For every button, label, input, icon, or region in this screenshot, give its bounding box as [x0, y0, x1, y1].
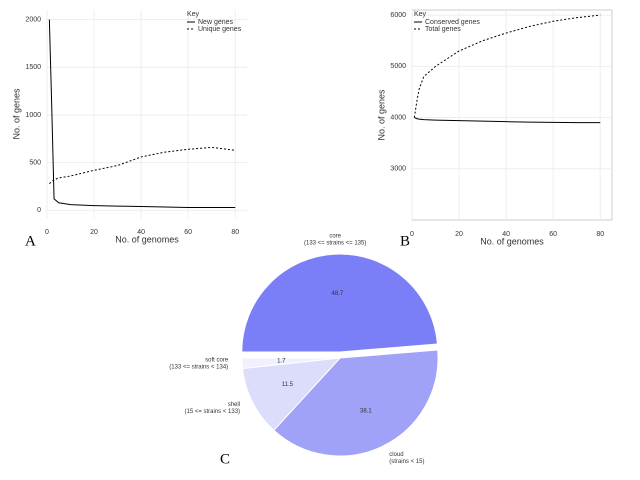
x-tick-label: 80 [231, 229, 239, 236]
slice-label: soft core [205, 358, 229, 364]
y-tick-label: 6000 [390, 12, 406, 19]
plot-frame [411, 9, 613, 221]
y-tick-label: 5000 [390, 63, 406, 70]
y-tick-label: 1500 [25, 64, 41, 71]
slice-label: shell [228, 402, 240, 408]
legend-title: Key [414, 11, 427, 18]
x-axis-label: No. of genomes [115, 234, 179, 244]
x-tick-label: 20 [455, 231, 463, 238]
series-line [414, 117, 601, 124]
x-tick-label: 60 [184, 229, 192, 236]
slice-criteria: (133 <= strains <= 135) [304, 241, 366, 247]
panel-label: B [400, 233, 410, 249]
y-tick-label: 4000 [390, 114, 406, 121]
x-tick-label: 40 [502, 231, 510, 238]
slice-value: 11.5 [282, 382, 294, 388]
slice-label: cloud [389, 452, 403, 458]
y-axis-label: No. of genes [11, 88, 21, 140]
series-line [49, 146, 236, 185]
series-line [413, 14, 601, 118]
x-tick-label: 0 [45, 229, 49, 236]
slice-criteria: (strains < 15) [389, 459, 424, 465]
pie-slice [273, 349, 439, 457]
x-tick-label: 60 [549, 231, 557, 238]
series-line [48, 19, 236, 209]
y-tick-label: 3000 [390, 166, 406, 173]
slice-value: 38.1 [360, 408, 372, 414]
y-tick-label: 0 [37, 207, 41, 214]
panel-label: A [25, 233, 36, 249]
x-axis-label: No. of genomes [480, 236, 544, 246]
pie-slice [241, 357, 341, 369]
legend-label: Conserved genes [425, 19, 480, 26]
legend-label: New genes [198, 19, 234, 26]
pie-slice [241, 253, 438, 353]
legend-label: Total genes [425, 26, 461, 33]
y-tick-label: 2000 [25, 16, 41, 23]
y-axis-label: No. of genes [376, 89, 386, 141]
slice-value: 48.7 [332, 291, 344, 297]
panel-label: C [220, 451, 230, 467]
x-tick-label: 20 [90, 229, 98, 236]
x-tick-label: 0 [410, 231, 414, 238]
y-tick-label: 500 [29, 160, 41, 167]
y-tick-label: 1000 [25, 112, 41, 119]
x-tick-label: 40 [137, 229, 145, 236]
slice-label: core [329, 234, 341, 240]
legend-label: Unique genes [198, 26, 242, 33]
slice-criteria: (15 <= strains < 133) [185, 409, 241, 415]
slice-value: 1.7 [277, 359, 286, 365]
pie-slice [242, 357, 342, 431]
x-tick-label: 80 [596, 231, 604, 238]
legend-title: Key [187, 11, 200, 18]
slice-criteria: (133 <= strains < 134) [169, 365, 228, 371]
